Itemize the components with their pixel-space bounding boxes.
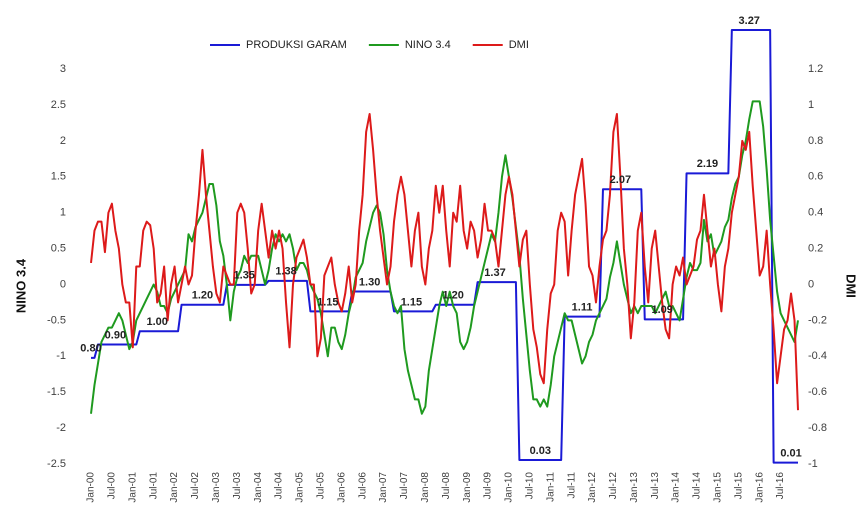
x-tick-label: Jul-04 [274, 472, 285, 500]
x-tick-label: Jan-09 [462, 472, 473, 503]
data-label: 1.30 [359, 276, 380, 288]
x-tick-label: Jan-02 [169, 472, 180, 503]
data-label: 1.38 [275, 266, 296, 278]
y-tick-label: 2 [60, 135, 66, 147]
y-tick-label: -2.5 [47, 458, 66, 470]
x-tick-label: Jul-02 [190, 472, 201, 500]
y2-tick-label: 1 [808, 99, 814, 111]
x-tick-label: Jan-06 [336, 472, 347, 503]
data-label: 0.01 [780, 448, 801, 460]
y2-tick-label: -0.6 [808, 386, 827, 398]
x-tick-label: Jan-08 [420, 472, 431, 503]
y-tick-label: 3 [60, 63, 66, 75]
y2-tick-label: 0.6 [808, 171, 823, 183]
data-label: 1.20 [192, 290, 213, 302]
x-tick-label: Jul-00 [107, 472, 118, 500]
x-tick-label: Jul-03 [232, 472, 243, 500]
legend-label: PRODUKSI GARAM [246, 39, 347, 51]
x-tick-label: Jan-03 [211, 472, 222, 503]
x-tick-label: Jul-14 [692, 472, 703, 500]
y-tick-label: -0.5 [47, 314, 66, 326]
data-label: 1.37 [484, 267, 505, 279]
x-tick-label: Jan-15 [713, 472, 724, 503]
x-tick-label: Jan-07 [378, 472, 389, 503]
data-label: 1.15 [401, 296, 422, 308]
y2-tick-label: 0.8 [808, 135, 823, 147]
x-tick-label: Jul-05 [316, 472, 327, 500]
x-tick-label: Jan-11 [545, 472, 556, 502]
x-tick-label: Jan-10 [504, 472, 515, 503]
x-tick-label: Jan-13 [629, 472, 640, 503]
y-tick-label: 0.5 [51, 242, 66, 254]
y-axis-title: NINO 3.4 [13, 258, 28, 313]
data-label: 1.15 [317, 296, 338, 308]
y2-tick-label: 0 [808, 278, 814, 290]
legend-label: DMI [509, 39, 529, 51]
x-tick-label: Jan-05 [295, 472, 306, 503]
data-label: 0.80 [80, 343, 101, 355]
x-tick-label: Jul-15 [733, 472, 744, 500]
x-tick-label: Jul-11 [566, 472, 577, 499]
series-line [91, 28, 798, 464]
data-label: 2.19 [697, 158, 718, 170]
y2-tick-label: -1 [808, 458, 818, 470]
data-label: 2.07 [610, 174, 631, 186]
y2-tick-label: 0.2 [808, 242, 823, 254]
y2-tick-label: -0.8 [808, 422, 827, 434]
x-tick-label: Jan-16 [754, 472, 765, 503]
x-tick-label: Jul-10 [524, 472, 535, 500]
x-tick-label: Jul-13 [650, 472, 661, 500]
data-label: 1.20 [442, 290, 463, 302]
data-label: 0.90 [105, 329, 126, 341]
y-tick-label: -1.5 [47, 386, 66, 398]
x-tick-label: Jan-00 [86, 472, 97, 503]
y-tick-label: 0 [60, 278, 66, 290]
x-tick-label: Jan-14 [671, 472, 682, 503]
x-tick-label: Jul-09 [483, 472, 494, 500]
x-tick-label: Jan-04 [253, 472, 264, 503]
y-tick-label: -1 [56, 350, 66, 362]
y-tick-label: 2.5 [51, 99, 66, 111]
x-tick-label: Jan-01 [127, 472, 138, 503]
y2-axis-title: DMI [844, 274, 859, 298]
data-label: 1.11 [572, 302, 593, 314]
x-tick-label: Jul-12 [608, 472, 619, 500]
x-tick-label: Jul-08 [441, 472, 452, 500]
data-label: 1.09 [651, 304, 672, 316]
x-tick-label: Jul-06 [357, 472, 368, 500]
y2-tick-label: -0.4 [808, 350, 827, 362]
x-tick-label: Jan-12 [587, 472, 598, 503]
y-tick-label: 1 [60, 207, 66, 219]
legend-label: NINO 3.4 [405, 39, 451, 51]
data-label: 3.27 [739, 15, 760, 27]
y2-tick-label: 1.2 [808, 63, 823, 75]
data-label: 1.35 [234, 270, 255, 282]
x-tick-label: Jul-07 [399, 472, 410, 500]
data-label: 0.03 [530, 445, 551, 457]
x-tick-label: Jul-16 [775, 472, 786, 500]
y-tick-label: 1.5 [51, 171, 66, 183]
y2-tick-label: 0.4 [808, 207, 823, 219]
y-tick-label: -2 [56, 422, 66, 434]
series-line [90, 112, 799, 411]
series-line [90, 100, 799, 415]
x-tick-label: Jul-01 [148, 472, 159, 500]
data-label: 1.00 [146, 316, 167, 328]
y2-tick-label: -0.2 [808, 314, 827, 326]
